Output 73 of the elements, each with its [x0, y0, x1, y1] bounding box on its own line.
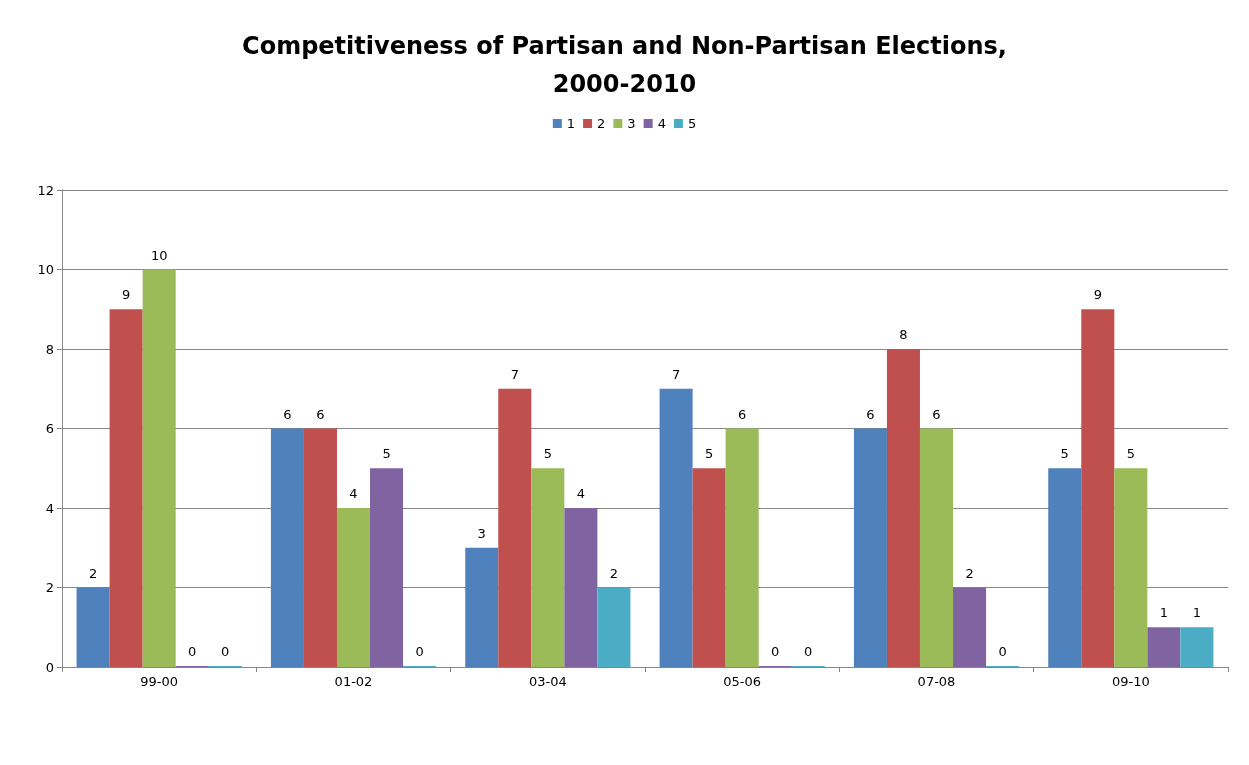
bar	[1081, 309, 1115, 667]
bar	[531, 468, 565, 667]
data-label: 6	[316, 406, 325, 422]
bar	[1114, 468, 1148, 667]
data-label: 6	[283, 406, 292, 422]
bar	[564, 508, 598, 667]
bar	[597, 587, 631, 667]
data-label: 0	[221, 644, 230, 659]
data-label: 4	[576, 486, 586, 501]
y-tick-label: 2	[45, 580, 54, 595]
data-label: 1	[1192, 605, 1202, 621]
bar	[303, 428, 337, 667]
legend-label: 1	[566, 116, 576, 131]
data-label: 0	[804, 644, 813, 659]
data-label: 7	[671, 366, 681, 382]
bar	[465, 547, 499, 667]
data-label: 1	[1159, 605, 1169, 621]
data-label: 0	[188, 644, 197, 659]
data-label: 2	[88, 565, 98, 581]
x-tick-label: 03-04	[528, 674, 567, 689]
bar	[1147, 627, 1181, 667]
bar	[109, 309, 143, 667]
bar	[270, 428, 304, 667]
data-label: 10	[150, 247, 168, 263]
y-tick-label: 6	[45, 421, 54, 436]
data-label: 2	[965, 565, 974, 581]
x-tick-label: 05-06	[723, 674, 762, 689]
data-label: 4	[349, 486, 358, 501]
data-label: 3	[477, 525, 486, 541]
y-tick-label: 0	[45, 659, 54, 675]
bar	[370, 468, 404, 667]
y-tick-label: 10	[37, 262, 54, 277]
y-tick-label: 4	[45, 500, 54, 516]
data-label: 2	[609, 565, 619, 581]
data-label: 8	[899, 327, 908, 342]
bar	[853, 428, 887, 667]
data-label: 5	[1126, 446, 1135, 462]
data-label: 0	[415, 644, 424, 659]
bar	[76, 587, 110, 667]
bar	[1180, 627, 1214, 667]
legend-label: 2	[597, 116, 606, 131]
x-tick-label: 99-00	[140, 674, 179, 689]
data-label: 5	[1060, 446, 1069, 462]
data-label: 7	[510, 366, 519, 382]
data-label: 0	[998, 644, 1007, 659]
chart-title: Competitiveness of Partisan and Non-Partisan Elections, 2000-2010	[242, 32, 1007, 98]
data-label: 0	[771, 644, 780, 659]
data-label: 5	[543, 446, 552, 462]
data-label: 6	[738, 406, 747, 422]
legend-label: 4	[657, 116, 666, 131]
bar	[1048, 468, 1082, 667]
x-tick-label: 01-02	[334, 674, 373, 689]
bar	[659, 388, 693, 667]
bar	[886, 349, 920, 667]
x-tick-label: 07-08	[917, 674, 956, 689]
bar	[336, 508, 371, 667]
bar	[725, 428, 759, 667]
data-label: 5	[382, 446, 391, 462]
data-label: 6	[866, 406, 875, 422]
data-label: 6	[932, 406, 941, 422]
bar	[953, 587, 987, 667]
y-tick-label: 8	[45, 341, 54, 357]
bar	[919, 428, 954, 667]
legend-label: 5	[687, 116, 697, 131]
bar	[498, 388, 532, 667]
bar	[692, 468, 726, 667]
data-label: 9	[121, 287, 131, 303]
y-tick-label: 12	[37, 182, 54, 198]
bar	[142, 269, 176, 667]
legend-label: 3	[627, 116, 636, 131]
data-label: 9	[1093, 287, 1102, 303]
x-tick-label: 09-10	[1111, 674, 1150, 689]
data-label: 5	[704, 446, 714, 462]
